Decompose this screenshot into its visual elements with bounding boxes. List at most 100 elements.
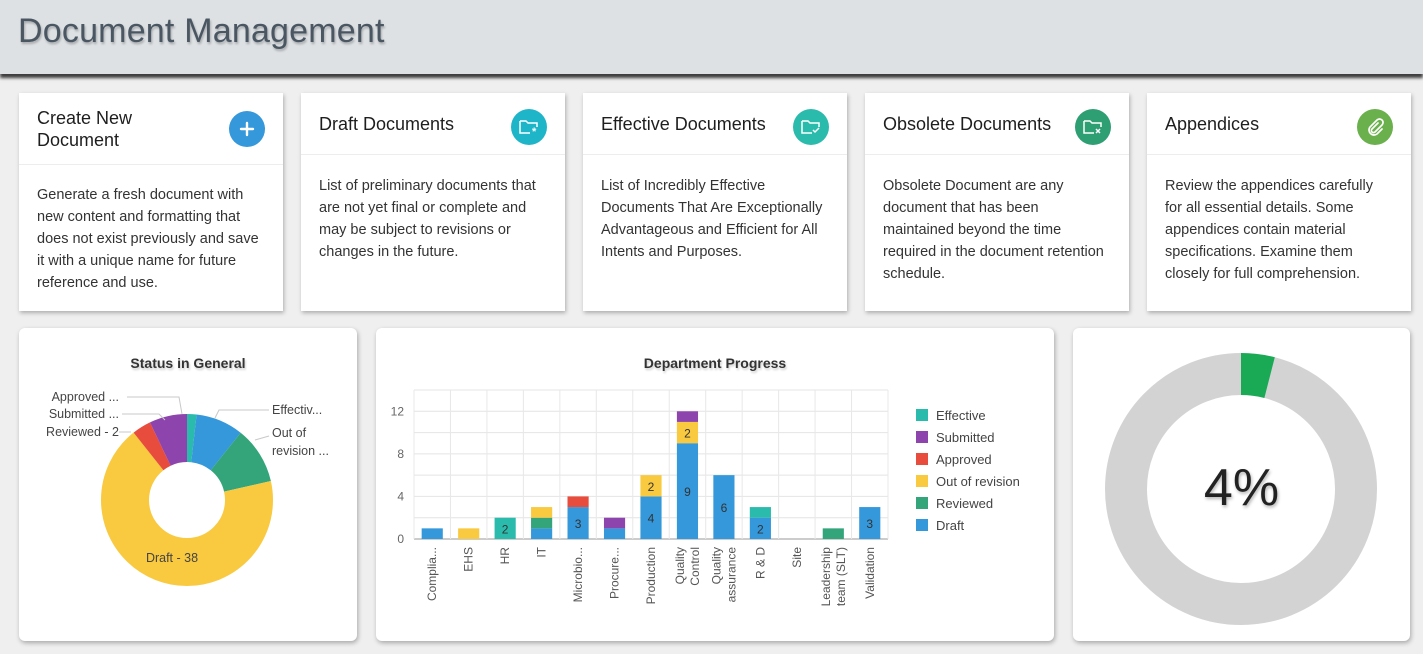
legend-swatch	[916, 519, 928, 531]
folder-check-icon[interactable]	[793, 109, 829, 145]
department-bar-chart: 0 4 8 12 Complia... EHS 2 HR IT 3 Microbio... Procu…	[391, 389, 889, 607]
folder-x-icon[interactable]	[1075, 109, 1111, 145]
svg-text:12: 12	[391, 404, 405, 418]
appendices-card[interactable]: Appendices Review the appendices careful…	[1147, 93, 1411, 311]
page-header: Document Management	[0, 0, 1423, 74]
svg-text:Quality: Quality	[673, 547, 687, 584]
card-title: Draft Documents	[319, 114, 455, 134]
segment-submitted[interactable]	[101, 414, 273, 586]
card-title: Create New Document	[37, 107, 132, 151]
completion-gauge	[1105, 353, 1377, 625]
svg-text:Complia...: Complia...	[425, 547, 439, 601]
completion-gauge-panel: 4%	[1073, 328, 1410, 641]
svg-text:Leadership: Leadership	[819, 547, 833, 607]
card-title-line2: Document	[37, 130, 120, 150]
svg-text:0: 0	[397, 532, 404, 546]
panel-title: Status in General	[130, 355, 246, 371]
bar-segment[interactable]	[603, 517, 626, 529]
obsolete-documents-card[interactable]: Obsolete Documents Obsolete Document are…	[865, 93, 1129, 311]
label-draft: Draft - 38	[146, 551, 198, 565]
legend-item-reviewed[interactable]: Reviewed	[916, 492, 1020, 514]
svg-text:2: 2	[648, 480, 655, 494]
legend-swatch	[916, 475, 928, 487]
svg-text:Production: Production	[644, 547, 658, 604]
bar-segment[interactable]	[822, 528, 844, 539]
svg-text:IT: IT	[535, 546, 549, 557]
card-description: List of Incredibly Effective Documents T…	[601, 178, 823, 260]
draft-documents-card[interactable]: Draft Documents * List of preliminary do…	[301, 93, 565, 311]
gauge-percent-label: 4%	[1203, 459, 1280, 517]
gauge-fill	[1105, 353, 1377, 625]
svg-text:Control: Control	[688, 547, 702, 586]
bar-segment[interactable]	[494, 517, 516, 539]
svg-text:4: 4	[648, 512, 655, 526]
svg-text:*: *	[532, 126, 537, 136]
bar-segment[interactable]	[640, 475, 662, 497]
legend-label: Reviewed	[936, 495, 994, 511]
bar-segment[interactable]	[603, 528, 626, 539]
legend-swatch	[916, 453, 928, 465]
bar-segment[interactable]	[567, 496, 589, 508]
bar-segment[interactable]	[749, 517, 771, 539]
svg-text:Validation: Validation	[863, 547, 877, 599]
bar-segment[interactable]	[676, 421, 699, 444]
bar-segment[interactable]	[676, 443, 699, 539]
bar-segment[interactable]	[640, 496, 662, 539]
bar-segment[interactable]	[531, 517, 553, 529]
paperclip-icon[interactable]	[1357, 109, 1393, 145]
svg-text:R & D: R & D	[753, 547, 767, 579]
legend-swatch	[916, 409, 928, 421]
bar-segment[interactable]	[713, 475, 735, 539]
svg-text:8: 8	[397, 447, 404, 461]
department-progress-panel: Department Progress 0 4 8 12 Complia... EHS 2 H…	[376, 328, 1054, 641]
label-submitted: Submitted ...	[49, 407, 119, 421]
page-title: Document Management	[18, 12, 385, 50]
svg-text:2: 2	[757, 522, 764, 536]
svg-text:2: 2	[684, 427, 691, 441]
legend-label: Draft	[936, 517, 965, 533]
label-reviewed: Reviewed - 2	[46, 425, 119, 439]
panel-title: Department Progress	[643, 355, 787, 371]
create-new-document-card[interactable]: Create New Document Generate a fresh doc…	[19, 93, 283, 311]
chart-legend: Effective Submitted Approved Out of revi…	[916, 404, 1020, 536]
legend-label: Effective	[936, 407, 986, 423]
svg-text:3: 3	[866, 517, 873, 531]
legend-label: Out of revision	[936, 473, 1020, 489]
status-in-general-panel: Status in General Approved ... Submitted…	[19, 328, 357, 641]
bar-segment[interactable]	[531, 507, 553, 518]
svg-text:3: 3	[575, 517, 582, 531]
card-title: Appendices	[1165, 114, 1260, 134]
legend-item-effective[interactable]: Effective	[916, 404, 1020, 426]
svg-text:EHS: EHS	[462, 547, 476, 572]
bar-segment[interactable]	[458, 528, 480, 539]
effective-documents-card[interactable]: Effective Documents List of Incredibly E…	[583, 93, 847, 311]
legend-item-draft[interactable]: Draft	[916, 514, 1020, 536]
legend-label: Approved	[936, 451, 992, 467]
svg-text:HR: HR	[498, 547, 512, 565]
svg-text:Microbio...: Microbio...	[571, 547, 585, 602]
legend-item-approved[interactable]: Approved	[916, 448, 1020, 470]
card-description: Review the appendices carefully for all …	[1165, 178, 1373, 282]
card-description: Generate a fresh document with new conte…	[37, 187, 259, 291]
bar-segment[interactable]	[421, 528, 443, 539]
bar-segment[interactable]	[531, 528, 553, 539]
card-description: List of preliminary documents that are n…	[319, 178, 536, 260]
card-title: Effective Documents	[601, 114, 766, 134]
bar-segment[interactable]	[567, 507, 589, 539]
card-title: Obsolete Documents	[883, 114, 1052, 134]
legend-item-out-of-revision[interactable]: Out of revision	[916, 470, 1020, 492]
segment-draft[interactable]	[101, 414, 273, 586]
status-donut-chart: Approved ... Submitted ... Reviewed - 2 …	[46, 390, 329, 586]
label-out-of-revision-2: revision ...	[272, 444, 329, 458]
folder-asterisk-icon[interactable]: *	[511, 109, 547, 145]
plus-icon[interactable]	[229, 111, 265, 147]
bar-segment[interactable]	[859, 507, 881, 539]
legend-label: Submitted	[936, 429, 995, 445]
legend-item-submitted[interactable]: Submitted	[916, 426, 1020, 448]
bar-segment[interactable]	[676, 411, 699, 422]
svg-text:6: 6	[721, 501, 728, 515]
svg-text:2: 2	[502, 522, 509, 536]
svg-text:Quality: Quality	[709, 547, 723, 584]
bar-segment[interactable]	[749, 507, 771, 518]
label-approved: Approved ...	[52, 390, 119, 404]
